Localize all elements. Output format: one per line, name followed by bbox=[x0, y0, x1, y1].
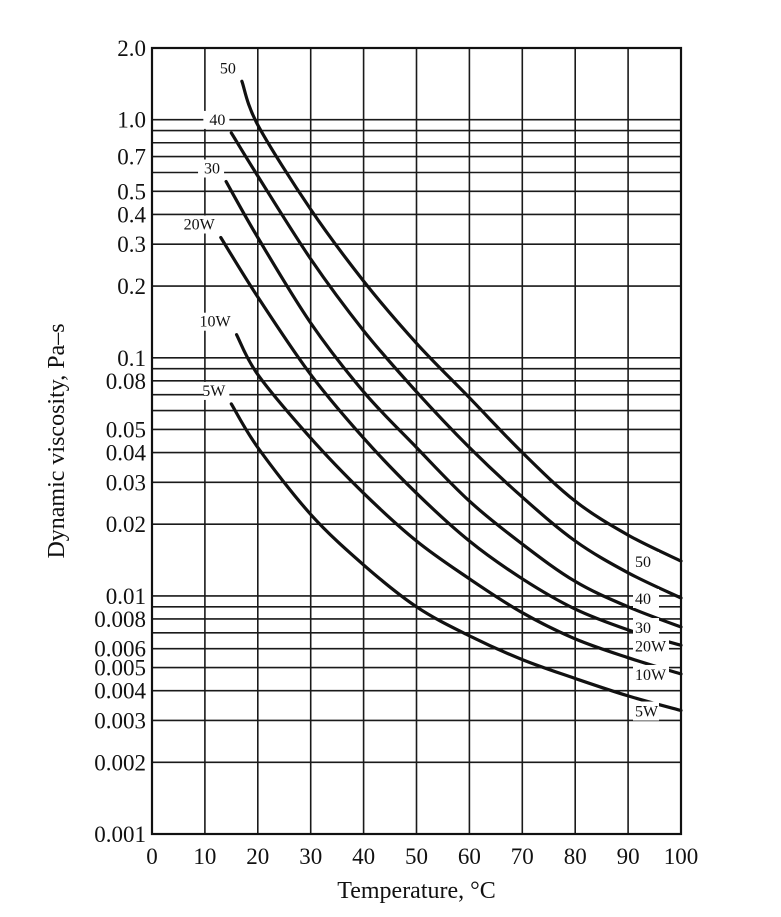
series-start-label: 10W bbox=[200, 314, 232, 331]
label-backdrop bbox=[203, 110, 230, 129]
label-backdrop bbox=[633, 701, 659, 721]
x-tick-label: 70 bbox=[511, 844, 534, 869]
y-axis-label: Dynamic viscosity, Pa–s bbox=[44, 323, 70, 558]
y-tick-label: 0.05 bbox=[106, 417, 146, 442]
label-backdrop bbox=[213, 59, 240, 78]
series-line-20w bbox=[219, 235, 683, 647]
series-end-label: 20W bbox=[635, 638, 667, 655]
series-start-label: 30 bbox=[204, 160, 220, 177]
y-tick-label: 0.004 bbox=[94, 679, 146, 704]
y-tick-label: 0.7 bbox=[117, 145, 146, 170]
series-end-label: 10W bbox=[635, 667, 667, 684]
label-backdrop bbox=[633, 664, 669, 684]
series-line-10w bbox=[235, 333, 683, 676]
y-tick-label: 0.001 bbox=[94, 822, 146, 847]
y-tick-label: 0.04 bbox=[106, 441, 147, 466]
y-tick-label: 0.3 bbox=[117, 232, 146, 257]
label-backdrop bbox=[183, 215, 219, 234]
x-tick-label: 100 bbox=[664, 844, 699, 869]
series-start-label: 50 bbox=[220, 60, 236, 77]
series-line-5w bbox=[229, 402, 683, 713]
label-backdrop bbox=[199, 312, 235, 331]
x-tick-label: 80 bbox=[564, 844, 587, 869]
label-backdrop bbox=[633, 588, 659, 608]
x-tick-label: 40 bbox=[352, 844, 375, 869]
x-tick-label: 20 bbox=[246, 844, 269, 869]
label-backdrop bbox=[633, 618, 659, 638]
curves bbox=[219, 79, 683, 713]
y-tick-label: 1.0 bbox=[117, 108, 146, 133]
y-tick-label: 0.006 bbox=[94, 637, 146, 662]
y-tick-label: 0.03 bbox=[106, 470, 146, 495]
y-tick-label: 0.02 bbox=[106, 512, 146, 537]
series-line-50 bbox=[240, 79, 683, 563]
series-end-label: 30 bbox=[635, 620, 651, 637]
y-tick-label: 0.4 bbox=[117, 202, 146, 227]
y-tick-label: 0.01 bbox=[106, 584, 146, 609]
label-backdrop bbox=[203, 381, 230, 400]
series-end-label: 50 bbox=[635, 554, 651, 571]
series-line-40 bbox=[229, 131, 683, 600]
x-tick-label: 90 bbox=[617, 844, 640, 869]
y-tick-label: 0.008 bbox=[94, 607, 146, 632]
x-tick-label: 60 bbox=[458, 844, 481, 869]
y-tick-label: 0.005 bbox=[94, 656, 146, 681]
series-end-label: 40 bbox=[635, 591, 651, 608]
label-backdrop bbox=[198, 159, 225, 178]
y-tick-label: 0.08 bbox=[106, 369, 146, 394]
series-start-label: 40 bbox=[209, 112, 225, 129]
series-end-label: 5W bbox=[635, 704, 659, 721]
x-axis-label: Temperature, °C bbox=[337, 878, 496, 904]
y-tick-label: 2.0 bbox=[117, 36, 146, 61]
y-tick-labels: 2.0 1.0 0.7 0.50.4 0.3 0.2 0.10.08 0.050.04 0.03… bbox=[94, 36, 146, 847]
y-tick-label: 0.003 bbox=[94, 708, 146, 733]
label-backdrop bbox=[633, 552, 659, 572]
x-tick-label: 10 bbox=[193, 844, 216, 869]
series-start-label: 5W bbox=[202, 383, 226, 400]
y-tick-label: 0.002 bbox=[94, 750, 146, 775]
y-tick-label: 0.1 bbox=[117, 346, 146, 371]
y-tick-label: 0.2 bbox=[117, 274, 146, 299]
plot-frame bbox=[150, 46, 683, 836]
series-line-30 bbox=[224, 179, 683, 629]
y-tick-label: 0.5 bbox=[117, 179, 146, 204]
x-tick-label: 30 bbox=[299, 844, 322, 869]
x-tick-label: 50 bbox=[405, 844, 428, 869]
x-tick-labels: 0 10 20 30 40 50 60 70 80 90 100 bbox=[146, 844, 698, 869]
grid-lines bbox=[151, 47, 682, 835]
label-backdrop bbox=[633, 636, 669, 656]
series-start-label: 20W bbox=[184, 217, 216, 234]
x-tick-label: 0 bbox=[146, 844, 158, 869]
